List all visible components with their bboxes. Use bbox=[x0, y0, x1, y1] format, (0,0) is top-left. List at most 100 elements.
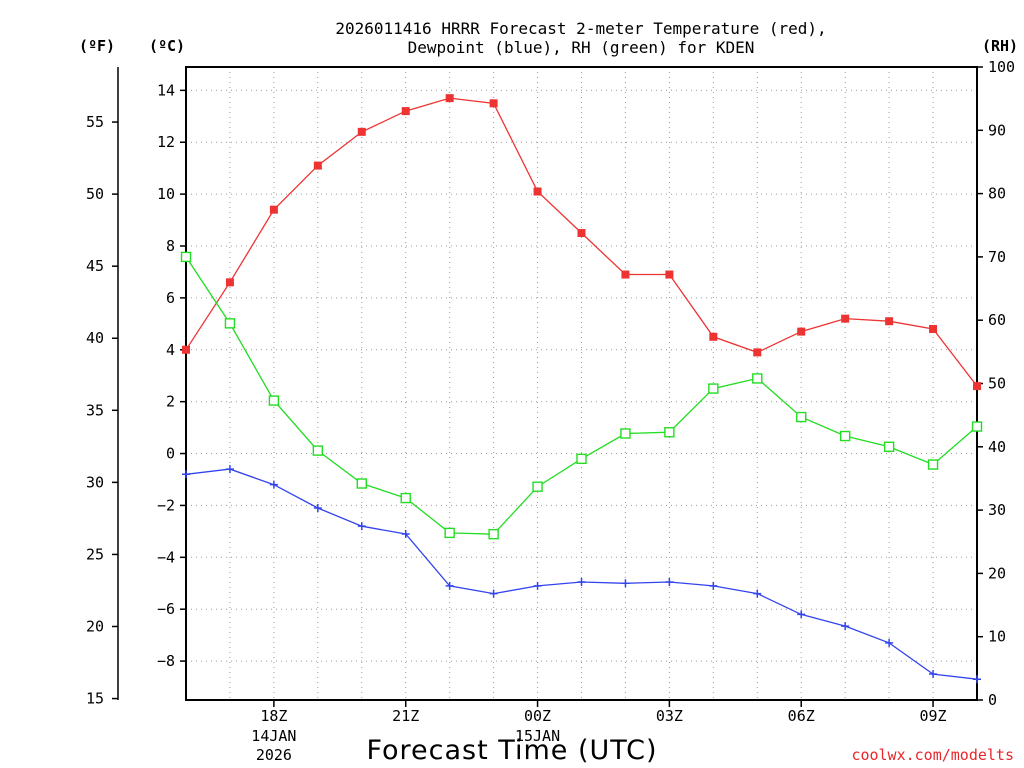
dewpoint-point bbox=[885, 638, 894, 647]
dewpoint-point bbox=[225, 465, 234, 474]
dewpoint-point bbox=[445, 581, 454, 590]
rh-point bbox=[224, 318, 236, 329]
rh-point bbox=[180, 251, 192, 263]
rh-tick-label: 80 bbox=[988, 185, 1006, 203]
2-meter-temperature-point bbox=[929, 325, 938, 334]
fahrenheit-tick-label: 30 bbox=[86, 473, 104, 491]
x-tick-label: 06Z bbox=[788, 707, 815, 725]
celsius-tick-label: 4 bbox=[166, 341, 175, 359]
rh-tick-label: 50 bbox=[988, 375, 1006, 393]
dewpoint-point bbox=[401, 529, 410, 538]
2-meter-temperature-point bbox=[841, 314, 850, 323]
dewpoint-point bbox=[709, 581, 718, 590]
celsius-tick-label: −6 bbox=[157, 600, 175, 618]
celsius-tick-label: 8 bbox=[166, 237, 175, 255]
x-axis-title: Forecast Time (UTC) bbox=[366, 735, 657, 766]
source-credit: coolwx.com/modelts bbox=[851, 746, 1014, 764]
x-tick-label: 09Z bbox=[920, 707, 947, 725]
celsius-tick-label: −2 bbox=[157, 496, 175, 514]
celsius-tick-label: 0 bbox=[166, 445, 175, 463]
rh-tick-label: 10 bbox=[988, 628, 1006, 646]
rh-point bbox=[400, 492, 411, 504]
2-meter-temperature-point bbox=[533, 187, 542, 196]
rh-tick-label: 30 bbox=[988, 501, 1006, 519]
chart-title-line-1: 2026011416 HRRR Forecast 2-meter Tempera… bbox=[335, 19, 826, 38]
2-meter-temperature-point bbox=[313, 161, 322, 170]
rh-point bbox=[488, 528, 499, 540]
rh-series bbox=[180, 251, 983, 540]
dewpoint-point bbox=[577, 577, 586, 586]
rh-point bbox=[268, 395, 280, 406]
dewpoint-series bbox=[182, 465, 981, 684]
rh-point bbox=[664, 427, 675, 438]
fahrenheit-tick-label: 40 bbox=[86, 329, 104, 347]
rh-unit-label: (RH) bbox=[982, 37, 1018, 55]
2-meter-temperature-point bbox=[709, 332, 718, 341]
2-meter-temperature-point bbox=[797, 327, 806, 336]
fahrenheit-tick-label: 55 bbox=[86, 113, 104, 131]
2-meter-temperature-series bbox=[182, 94, 981, 391]
rh-tick-label: 90 bbox=[988, 121, 1006, 139]
dewpoint-point bbox=[973, 675, 981, 684]
rh-point bbox=[796, 411, 807, 423]
2-meter-temperature-point bbox=[885, 317, 894, 326]
celsius-tick-label: 6 bbox=[166, 289, 175, 307]
2-meter-temperature-point bbox=[401, 107, 410, 116]
rh-point bbox=[312, 445, 324, 456]
celsius-tick-label: −8 bbox=[157, 652, 175, 670]
celsius-tick-label: 12 bbox=[157, 133, 175, 151]
fahrenheit-tick-label: 50 bbox=[86, 185, 104, 203]
fahrenheit-unit-label: (ºF) bbox=[79, 37, 115, 55]
rh-point bbox=[883, 441, 895, 452]
dewpoint-point bbox=[929, 670, 938, 679]
celsius-tick-label: 14 bbox=[157, 81, 175, 99]
rh-point bbox=[839, 430, 851, 442]
rh-tick-label: 40 bbox=[988, 438, 1006, 456]
rh-tick-label: 100 bbox=[988, 58, 1015, 76]
fahrenheit-tick-label: 35 bbox=[86, 401, 104, 419]
dewpoint-point bbox=[665, 577, 674, 586]
x-tick-label: 21Z bbox=[392, 707, 419, 725]
dewpoint-point bbox=[269, 480, 278, 489]
2-meter-temperature-point bbox=[445, 94, 454, 103]
celsius-unit-label: (ºC) bbox=[149, 37, 185, 55]
rh-point bbox=[356, 478, 367, 489]
dewpoint-point bbox=[797, 610, 806, 619]
2-meter-temperature-point bbox=[269, 205, 278, 214]
rh-point bbox=[752, 373, 763, 384]
2-meter-temperature-point bbox=[225, 278, 234, 287]
x-tick-date-label: 14JAN bbox=[251, 727, 296, 745]
chart-title-line-2: Dewpoint (blue), RH (green) for KDEN bbox=[408, 38, 755, 57]
dewpoint-point bbox=[753, 589, 762, 598]
rh-tick-label: 0 bbox=[988, 691, 997, 709]
rh-point bbox=[927, 459, 939, 470]
2-meter-temperature-point bbox=[973, 382, 981, 391]
grid bbox=[186, 67, 977, 700]
2-meter-temperature-point bbox=[357, 127, 366, 136]
2-meter-temperature-point bbox=[182, 345, 190, 354]
rh-tick-label: 60 bbox=[988, 311, 1006, 329]
celsius-tick-label: −4 bbox=[157, 548, 175, 566]
rh-point bbox=[576, 453, 587, 465]
tick-labels: 14121086420−2−4−6−8555045403530252015100… bbox=[86, 58, 1015, 764]
dewpoint-point bbox=[841, 622, 850, 631]
fahrenheit-tick-label: 20 bbox=[86, 617, 104, 635]
dewpoint-point bbox=[313, 504, 322, 513]
fahrenheit-tick-label: 25 bbox=[86, 545, 104, 563]
rh-point bbox=[532, 481, 543, 492]
x-tick-label: 00Z bbox=[524, 707, 551, 725]
dewpoint-point bbox=[357, 522, 366, 531]
x-tick-label: 18Z bbox=[260, 707, 287, 725]
x-tick-year-label: 2026 bbox=[256, 746, 292, 764]
rh-point bbox=[444, 527, 455, 539]
rh-point bbox=[971, 421, 983, 432]
rh-tick-label: 70 bbox=[988, 248, 1006, 266]
2-meter-temperature-point bbox=[577, 229, 586, 238]
axes bbox=[112, 66, 983, 707]
x-tick-label: 03Z bbox=[656, 707, 683, 725]
celsius-tick-label: 2 bbox=[166, 393, 175, 411]
rh-point bbox=[708, 383, 719, 394]
rh-tick-label: 20 bbox=[988, 564, 1006, 582]
rh-point bbox=[620, 428, 631, 439]
